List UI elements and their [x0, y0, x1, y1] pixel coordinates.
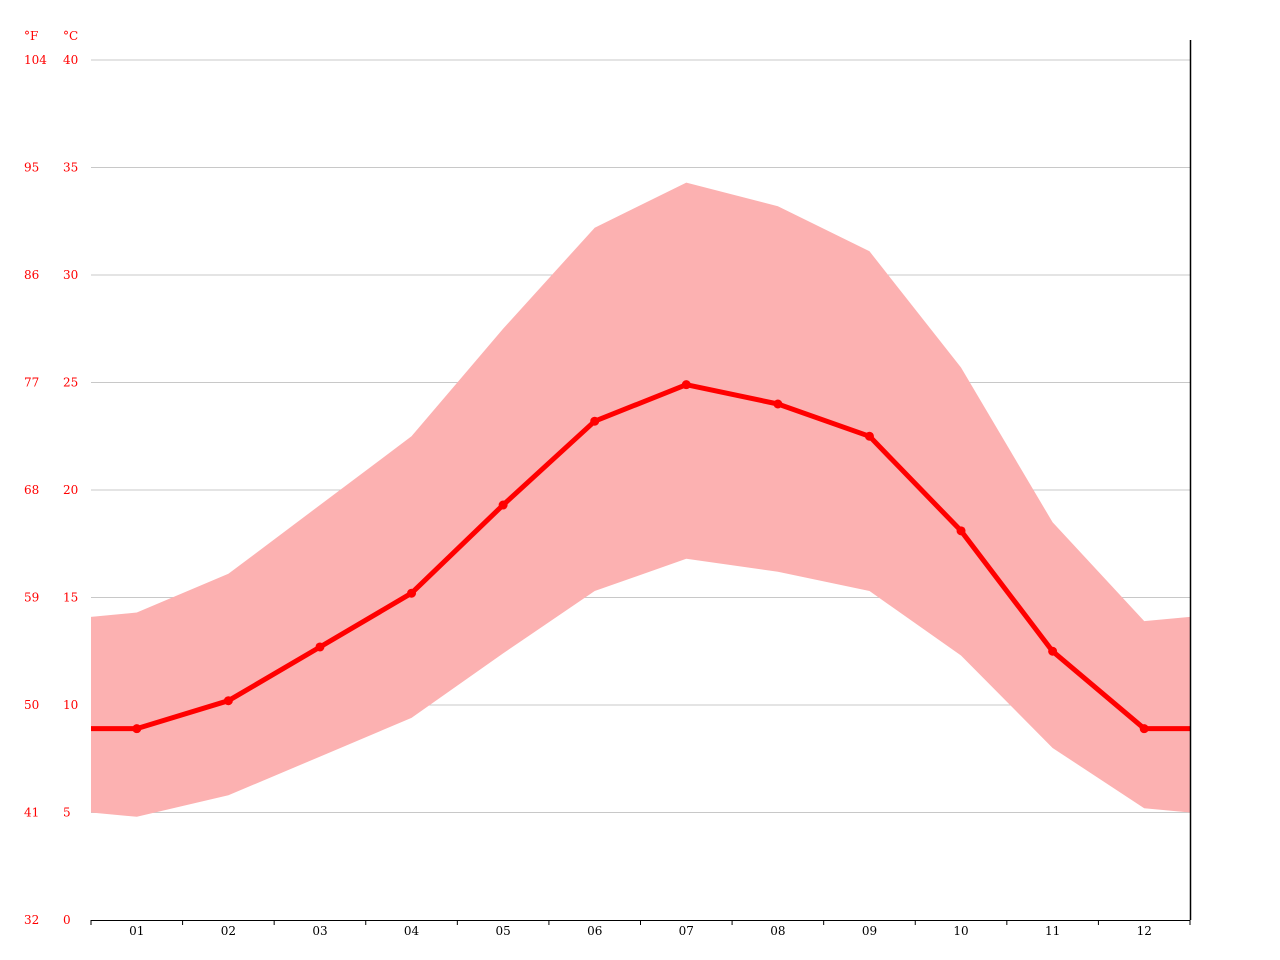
y-tick-label-celsius: 15: [63, 591, 78, 605]
y-tick-label-celsius: 35: [63, 161, 78, 175]
x-tick-label-11: 11: [1045, 924, 1060, 938]
x-tick-label-04: 04: [404, 924, 420, 938]
y-tick-label-fahrenheit: 104: [24, 53, 47, 67]
y-tick-label-fahrenheit: 32: [24, 913, 39, 927]
fahrenheit-unit-label: °F: [24, 29, 38, 43]
mean-point-03: [315, 642, 325, 652]
x-tick-label-08: 08: [770, 924, 785, 938]
y-tick-label-celsius: 0: [63, 913, 71, 927]
y-tick-label-celsius: 10: [63, 698, 78, 712]
axes: [90, 40, 1192, 925]
x-tick-label-09: 09: [862, 924, 877, 938]
temperature-range-band: [91, 182, 1190, 817]
mean-point-04: [407, 588, 417, 598]
y-tick-label-celsius: 40: [63, 53, 78, 67]
y-tick-label-celsius: 30: [63, 268, 78, 282]
mean-temperature-points: [132, 380, 1149, 734]
y-tick-label-fahrenheit: 41: [24, 806, 39, 820]
mean-point-10: [956, 526, 966, 536]
x-tick-label-12: 12: [1137, 924, 1152, 938]
mean-point-11: [1048, 646, 1058, 656]
x-tick-label-03: 03: [312, 924, 327, 938]
y-tick-label-celsius: 25: [63, 376, 78, 390]
axis-labels: °F °C 32 0 41 5 50 10 59 15 68 20 77 25 86 30 95 35 104 4…: [24, 29, 1152, 938]
mean-point-05: [498, 500, 508, 510]
y-tick-label-fahrenheit: 77: [24, 376, 39, 390]
x-tick-label-01: 01: [129, 924, 144, 938]
celsius-unit-label: °C: [63, 29, 78, 43]
y-tick-label-celsius: 5: [63, 806, 71, 820]
y-tick-label-fahrenheit: 59: [24, 591, 39, 605]
y-tick-label-fahrenheit: 95: [24, 161, 39, 175]
x-tick-label-10: 10: [953, 924, 968, 938]
x-tick-label-05: 05: [495, 924, 510, 938]
mean-point-08: [773, 399, 783, 409]
y-tick-label-fahrenheit: 50: [24, 698, 39, 712]
y-tick-label-fahrenheit: 68: [24, 483, 39, 497]
mean-point-09: [864, 431, 874, 441]
mean-point-02: [223, 696, 233, 706]
y-tick-label-celsius: 20: [63, 483, 78, 497]
y-tick-label-fahrenheit: 86: [24, 268, 39, 282]
mean-point-07: [681, 380, 691, 390]
mean-point-01: [132, 724, 142, 734]
x-tick-label-02: 02: [221, 924, 236, 938]
mean-point-06: [590, 416, 600, 426]
mean-temperature-line: [91, 382, 1190, 732]
x-tick-label-06: 06: [587, 924, 602, 938]
mean-point-12: [1139, 724, 1149, 734]
x-tick-label-07: 07: [679, 924, 694, 938]
